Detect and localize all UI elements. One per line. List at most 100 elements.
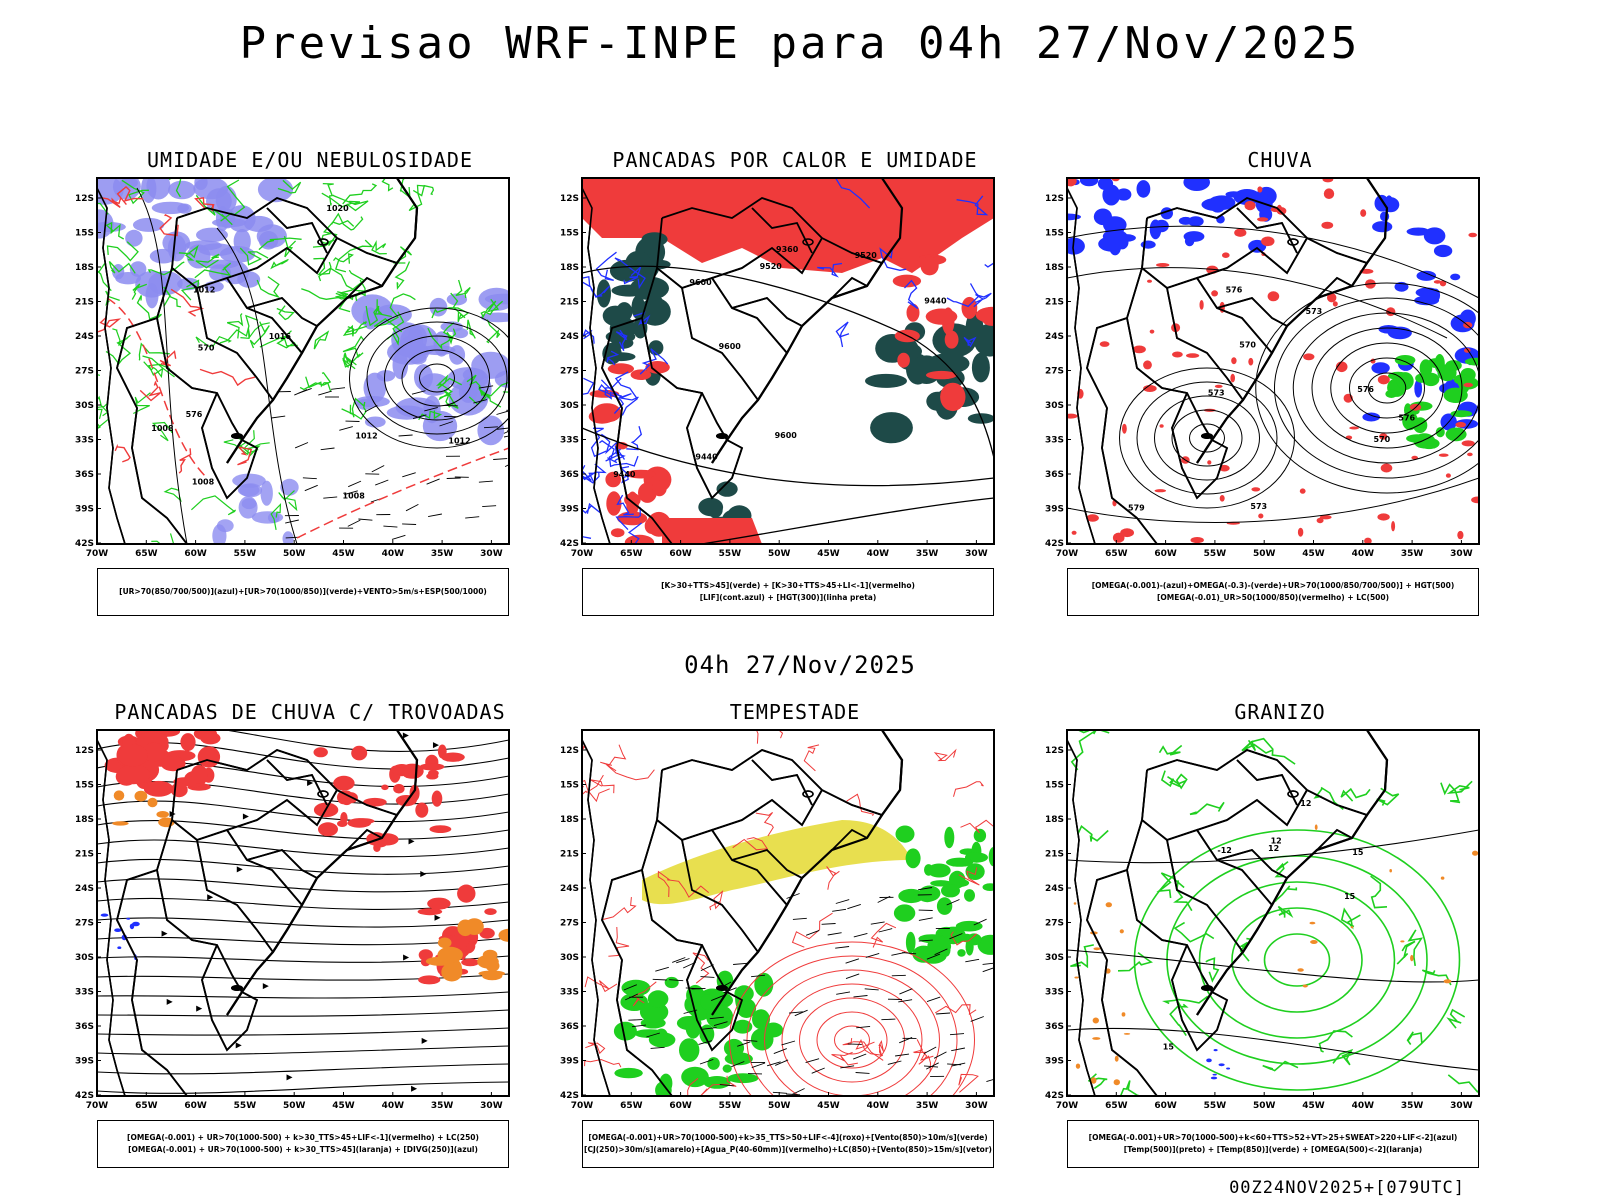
lon-tick-label: 35W [431,549,454,559]
lat-tick-label: 33S [560,436,579,446]
contour-label: 15 [1163,1042,1175,1051]
lat-tick-label: 15S [560,781,579,791]
lat-tick-label: 27S [1045,919,1064,929]
lat-tick-label: 24S [560,332,579,342]
legend-line: [CJ(250)>30m/s](amarelo)+[Agua_P(40-60mm… [584,1145,992,1154]
contour-label: 1020 [326,204,349,213]
lat-tick-label: 42S [75,539,94,549]
legend-line: [OMEGA(-0.01)_UR>50(1000/850)(vermelho) … [1156,593,1390,602]
lat-tick-label: 15S [1045,229,1064,239]
panel-title: UMIDADE E/OU NEBULOSIDADE [146,148,474,172]
forecast-map: 576 570 573 573 576 579 573 576 570 12S 15S 18S 21S 2… [1045,177,1480,559]
panel-legend: [OMEGA(-0.001)+UR>70(1000-500)+k>35_TTS>… [582,1120,994,1168]
lon-tick-label: 30W [965,1101,988,1111]
lat-tick-label: 18S [75,263,94,273]
panel-legend: [OMEGA(-0.001) + UR>70(1000-500) + k>30_… [97,1120,509,1168]
panel-legend: [OMEGA(-0.001)+UR>70(1000-500)+k<60+TTS>… [1067,1120,1479,1168]
lat-tick-label: 21S [1045,298,1064,308]
lat-tick-label: 33S [560,988,579,998]
lon-tick-label: 40W [867,1101,890,1111]
lat-tick-label: 42S [560,539,579,549]
run-info-label: 00Z24NOV2025+[079UTC] [1229,1178,1465,1198]
map-frame [581,177,995,545]
lat-tick-label: 42S [75,1091,94,1101]
lat-tick-label: 12S [1045,194,1064,204]
lon-tick-label: 50W [1253,1101,1276,1111]
lat-tick-label: 36S [560,470,579,480]
lon-tick-label: 45W [817,1101,840,1111]
lon-tick-label: 30W [965,549,988,559]
contour-label: 12 [1271,837,1282,846]
lat-tick-label: 42S [1045,1091,1064,1101]
lon-tick-label: 50W [768,1101,791,1111]
lat-tick-label: 27S [75,919,94,929]
legend-line: [OMEGA(-0.001)+UR>70(1000-500)+k>35_TTS>… [588,1133,988,1142]
lon-tick-label: 35W [1401,1101,1424,1111]
lon-tick-label: 50W [768,549,791,559]
lon-tick-label: 65W [135,549,158,559]
contour-label: 576 [1357,385,1374,394]
lat-tick-label: 39S [1045,505,1064,515]
lon-tick-label: 60W [1154,549,1177,559]
lat-tick-label: 21S [75,850,94,860]
lat-tick-label: 24S [560,884,579,894]
lat-tick-label: 12S [560,194,579,204]
contour-label: 573 [1208,388,1225,397]
lon-tick-label: 55W [234,1101,257,1111]
lat-tick-label: 33S [1045,436,1064,446]
contour-label: 576 [186,410,203,419]
contour-label: 1012 [193,286,215,295]
lon-tick-label: 30W [480,1101,503,1111]
lat-tick-label: 42S [560,1091,579,1101]
lat-tick-label: 18S [560,815,579,825]
lon-tick-label: 65W [1105,1101,1128,1111]
contour-label: 576 [1398,413,1415,422]
contour-label: 579 [1128,504,1145,513]
contour-label: 9520 [855,251,878,260]
lon-tick-label: 30W [480,549,503,559]
contour-label: 9600 [689,278,712,287]
legend-line: [OMEGA(-0.001) + UR>70(1000-500) + k>30_… [128,1145,478,1154]
panel-legend: [K>30+TTS>45](verde) + [K>30+TTS>45+LI<-… [582,568,994,616]
lon-tick-label: 70W [86,549,109,559]
lon-tick-label: 65W [620,1101,643,1111]
panel-legend: [OMEGA(-0.001)-(azul)+OMEGA(-0.3)-(verde… [1067,568,1479,616]
contour-label: 9600 [775,431,798,440]
contour-label: 15 [1352,848,1364,857]
lon-tick-label: 60W [184,549,207,559]
lat-tick-label: 27S [75,367,94,377]
lat-tick-label: 39S [75,505,94,515]
panel-title: PANCADAS DE CHUVA C/ TROVOADAS [114,700,506,724]
lon-tick-label: 70W [1056,1101,1079,1111]
forecast-time-label: 04h 27/Nov/2025 [684,651,916,679]
contour-label: 1008 [151,424,174,433]
contour-label: 1012 [355,432,377,441]
lat-tick-label: 15S [75,781,94,791]
lat-tick-label: 36S [75,1022,94,1032]
map-frame [581,729,995,1097]
lat-tick-label: 21S [560,298,579,308]
legend-line: [K>30+TTS>45](verde) + [K>30+TTS>45+LI<-… [661,581,915,590]
lat-tick-label: 30S [75,953,94,963]
lon-tick-label: 45W [332,1101,355,1111]
lat-tick-label: 15S [560,229,579,239]
lat-tick-label: 21S [560,850,579,860]
lat-tick-label: 12S [75,746,94,756]
lat-tick-label: 15S [75,229,94,239]
lon-tick-label: 55W [234,549,257,559]
contour-label: 573 [1306,307,1323,316]
contour-label: 1008 [192,477,215,486]
lon-tick-label: 35W [916,549,939,559]
legend-line: [Temp(500)](preto) + [Temp(850)](verde) … [1123,1145,1423,1154]
legend-line: [OMEGA(-0.001) + UR>70(1000-500) + k>30_… [127,1133,479,1142]
map-frame [1066,177,1480,545]
lon-tick-label: 60W [1154,1101,1177,1111]
lon-tick-label: 40W [1352,1101,1375,1111]
legend-line: [OMEGA(-0.001)+UR>70(1000-500)+k<60+TTS>… [1088,1133,1458,1142]
lat-tick-label: 24S [1045,332,1064,342]
lat-tick-label: 12S [75,194,94,204]
lon-tick-label: 50W [1253,549,1276,559]
lon-tick-label: 55W [719,1101,742,1111]
